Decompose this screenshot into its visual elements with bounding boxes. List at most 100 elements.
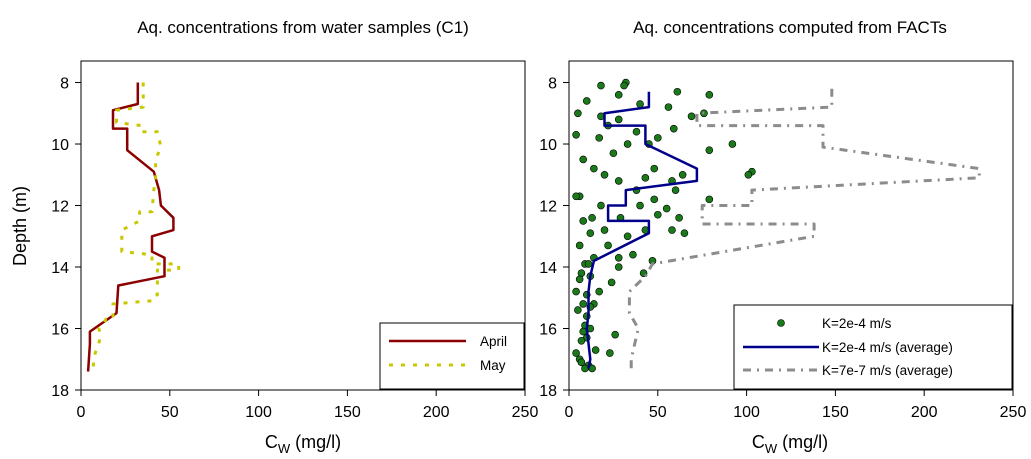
data-point — [595, 134, 603, 142]
data-point — [678, 170, 687, 179]
x-tick-label: 50 — [161, 404, 179, 421]
data-point — [586, 229, 595, 237]
data-point — [671, 186, 680, 194]
legend-swatch-points — [777, 319, 785, 327]
data-point — [574, 306, 582, 314]
data-point — [611, 330, 619, 339]
chart-title: Aq. concentrations from water samples (C… — [137, 18, 469, 37]
x-tick-label: 150 — [822, 404, 849, 421]
y-tick-label: 16 — [51, 322, 69, 339]
x-tick-label: 200 — [911, 404, 938, 421]
data-point — [669, 124, 678, 133]
data-point — [687, 112, 696, 121]
y-axis: 8 10 12 14 16 18 — [51, 76, 81, 400]
data-point — [577, 337, 586, 345]
data-point — [636, 100, 644, 108]
data-point — [650, 195, 659, 204]
data-point — [584, 260, 593, 268]
data-point — [636, 201, 644, 210]
series-group — [572, 78, 981, 373]
data-point — [581, 364, 589, 373]
x-tick-label: 100 — [245, 404, 272, 421]
data-point — [600, 170, 609, 179]
x-tick-label: 250 — [1000, 404, 1027, 421]
data-point — [653, 134, 662, 142]
series-group — [86, 82, 181, 372]
data-point — [728, 140, 737, 148]
data-point — [579, 217, 588, 225]
y-axis-label: Depth (m) — [10, 186, 30, 266]
y-axis: 8 10 12 14 16 18 — [539, 76, 569, 400]
data-point — [744, 170, 753, 179]
legend-label-average: K=2e-4 m/s (average) — [822, 340, 953, 355]
data-point — [632, 127, 641, 136]
plot-frame — [568, 60, 1014, 391]
data-point — [575, 275, 584, 284]
data-point — [579, 155, 588, 164]
data-point — [641, 174, 650, 182]
data-point — [653, 210, 662, 219]
y-tick-label: 14 — [539, 260, 557, 277]
series-k-2e-4-m-s-markers — [572, 78, 756, 373]
data-point — [606, 349, 614, 357]
data-point — [574, 109, 582, 118]
data-point — [579, 300, 588, 308]
legend-label-may: May — [480, 358, 506, 373]
data-point — [577, 358, 586, 367]
plot-frame — [80, 60, 526, 391]
data-point — [572, 287, 580, 296]
data-point — [590, 164, 598, 173]
y-tick-label: 8 — [548, 76, 557, 93]
data-point — [575, 241, 584, 250]
y-tick-label: 10 — [539, 137, 557, 154]
data-point — [607, 278, 616, 287]
data-point — [668, 226, 676, 234]
series-may-line — [91, 82, 181, 372]
data-point — [597, 81, 605, 90]
data-point — [705, 91, 714, 99]
data-point — [609, 149, 618, 158]
data-point — [705, 146, 714, 154]
chart-facts: Aq. concentrations computed from FACTs 0… — [539, 18, 1026, 456]
x-axis: 0 50 100 150 200 250 — [77, 390, 539, 421]
data-point — [614, 263, 623, 271]
data-point — [572, 192, 580, 201]
x-tick-label: 0 — [565, 404, 574, 421]
legend-label-points: K=2e-4 m/s — [822, 316, 892, 331]
data-point — [604, 241, 612, 250]
y-tick-label: 8 — [60, 76, 69, 93]
data-point — [582, 97, 591, 105]
data-point — [614, 253, 623, 262]
legend: K=2e-4 m/s K=2e-4 m/s (average) K=7e-7 m… — [733, 304, 1013, 390]
data-point — [614, 177, 623, 185]
x-tick-label: 100 — [733, 404, 760, 421]
y-tick-label: 12 — [51, 199, 69, 216]
data-point — [629, 250, 637, 259]
legend-label-april: April — [480, 334, 507, 349]
y-tick-label: 12 — [539, 199, 557, 216]
legend: April May — [379, 322, 525, 390]
y-tick-label: 16 — [539, 322, 557, 339]
data-point — [662, 204, 671, 213]
x-axis: 0 50 100 150 200 250 — [565, 390, 1027, 421]
y-tick-label: 10 — [51, 137, 69, 154]
data-point — [673, 87, 682, 96]
data-point — [664, 103, 673, 111]
data-point — [614, 115, 623, 124]
data-point — [680, 229, 689, 237]
data-point — [591, 346, 600, 354]
legend-label-low-k: K=7e-7 m/s (average) — [822, 363, 953, 378]
data-point — [705, 195, 714, 204]
data-point — [597, 201, 605, 210]
data-point — [595, 287, 603, 296]
x-tick-label: 0 — [77, 404, 86, 421]
y-tick-label: 18 — [51, 383, 69, 400]
data-point — [572, 349, 580, 357]
x-tick-label: 200 — [423, 404, 450, 421]
x-tick-label: 50 — [649, 404, 667, 421]
data-point — [675, 214, 683, 222]
x-tick-label: 250 — [512, 404, 539, 421]
data-point — [623, 140, 632, 148]
chart-title: Aq. concentrations computed from FACTs — [633, 18, 947, 37]
